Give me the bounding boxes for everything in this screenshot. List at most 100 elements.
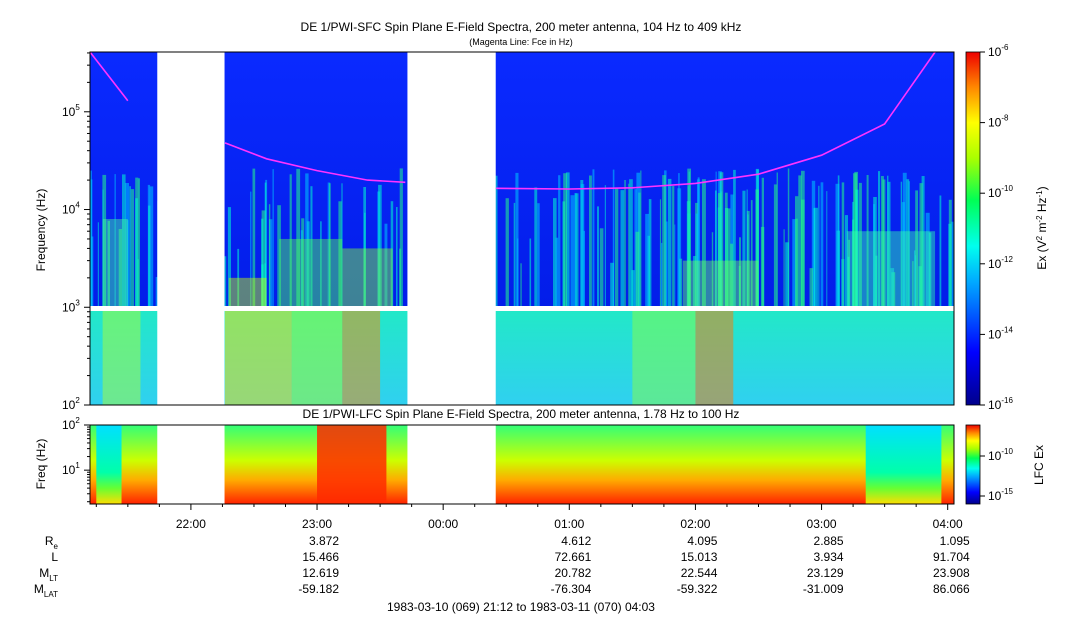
time-tick-label: 04:00 [933,517,963,531]
sfc-emission-patch [102,218,128,306]
sfc-cbar-tick-label: 10-14 [988,325,1013,341]
sfc-emission-streak [125,183,129,306]
time-range: 1983-03-10 (069) 21:12 to 1983-03-11 (07… [387,600,655,614]
time-tick-label: 22:00 [176,517,206,531]
sfc-emission-streak [687,168,691,306]
ephemeris-value: 3.934 [814,550,844,564]
sfc-emission-streak [746,210,750,306]
sfc-emission-streak [114,174,116,306]
sfc-cbar-tick-label: 10-10 [988,184,1013,200]
sfc-emission-streak [697,177,700,306]
sfc-emission-streak [610,262,614,306]
sfc-cbar-tick-label: 10-12 [988,255,1013,271]
sfc-emission-streak [746,189,748,306]
sfc-emission-streak [695,213,698,306]
sfc-emission-streak [785,242,789,306]
sfc-emission-streak [835,183,840,306]
sfc-emission-streak [928,232,932,306]
lfc-quiet-interval [96,425,122,504]
data-gap [407,52,496,405]
sfc-emission-streak [733,169,736,306]
sfc-emission-streak [597,206,599,306]
sfc-emission-streak [900,181,903,306]
sfc-emission-streak [264,182,267,306]
sfc-emission-streak [724,192,728,306]
sfc-emission-streak [563,173,567,306]
sfc-emission-streak [558,175,561,306]
sfc-emission-streak [820,182,824,306]
sfc-cbar-tick-label: 10-6 [988,43,1009,59]
lfc-colorbar: 10-10 10-15 LFC Ex [965,424,1046,505]
sfc-emission-streak [289,174,292,306]
ephemeris-value: -31.009 [803,582,844,596]
sfc-emission-streak [378,184,382,306]
sfc-emission-streak [844,215,848,306]
sfc-emission-streak [667,178,672,306]
data-gap [407,425,496,504]
sfc-emission-streak [919,183,923,306]
sfc-emission-streak [90,179,93,306]
ephemeris-value: 91.704 [933,550,970,564]
sfc-emission-streak [878,171,881,306]
sfc-emission-streak [129,186,131,306]
lfc-cbar-tick-label: 10-15 [988,487,1013,503]
sfc-emission-streak [730,243,734,306]
time-tick-label: 03:00 [807,517,837,531]
sfc-emission-streak [566,172,570,306]
sfc-emission-streak [155,277,159,306]
ephemeris-value: 1.095 [940,534,970,548]
sfc-emission-streak [677,188,682,306]
lfc-intense-burst [317,425,387,504]
sfc-emission-streak [783,229,785,306]
sfc-emission-streak [773,184,777,306]
sfc-emission-streak [97,222,99,306]
sfc-low-band-patch [342,311,381,405]
sfc-emission-streak [534,187,538,306]
sfc-emission-streak [715,190,717,306]
sfc-emission-streak [296,168,301,306]
sfc-emission-streak [341,183,343,306]
sfc-emission-streak [640,170,642,306]
sfc-emission-streak [890,268,895,306]
sfc-emission-streak [672,186,675,306]
sfc-emission-streak [858,182,862,306]
ephemeris-value: 15.466 [302,550,339,564]
sfc-emission-streak [841,182,845,306]
sfc-emission-streak [529,238,532,306]
sfc-data-gaps [157,52,496,405]
time-tick-label: 02:00 [680,517,710,531]
sfc-emission-streak [589,175,592,306]
sfc-y-axis: 102 103 104 105 [62,52,90,412]
sfc-emission-streak [272,169,274,306]
sfc-emission-streak [801,199,805,306]
sfc-low-band-patch [291,311,343,405]
sfc-emission-streak [629,179,633,306]
sfc-cbar-tick-label: 10-16 [988,396,1013,412]
lfc-activity-layer [96,425,942,504]
sfc-emission-streak [776,172,778,306]
sfc-emission-streak [852,201,854,306]
sfc-emission-streak [882,179,886,306]
sfc-emission-streak [261,218,264,306]
sfc-emission-streak [826,191,828,306]
sfc-emission-streak [620,190,625,306]
lfc-y-axis: 101 102 [62,416,90,503]
sfc-emission-streak [237,248,240,306]
sfc-emission-streak [384,223,388,306]
sfc-emission-streak [915,190,918,306]
ephemeris-value: 23.129 [807,566,844,580]
sfc-ytick-label: 102 [62,396,80,412]
time-tick-label: 01:00 [554,517,584,531]
sfc-emission-streak [520,263,522,306]
sfc-emission-patch [682,260,759,306]
sfc-emission-streak [537,203,540,306]
sfc-emission-streak [604,185,606,306]
sfc-emission-streak [717,193,721,306]
ephemeris-value: 2.885 [814,534,844,548]
sfc-emission-streak [908,181,910,306]
lfc-ytick-label: 102 [62,416,80,432]
sfc-emission-streak [102,174,107,306]
sfc-emission-streak [792,219,796,306]
sfc-emission-patch [342,248,393,306]
